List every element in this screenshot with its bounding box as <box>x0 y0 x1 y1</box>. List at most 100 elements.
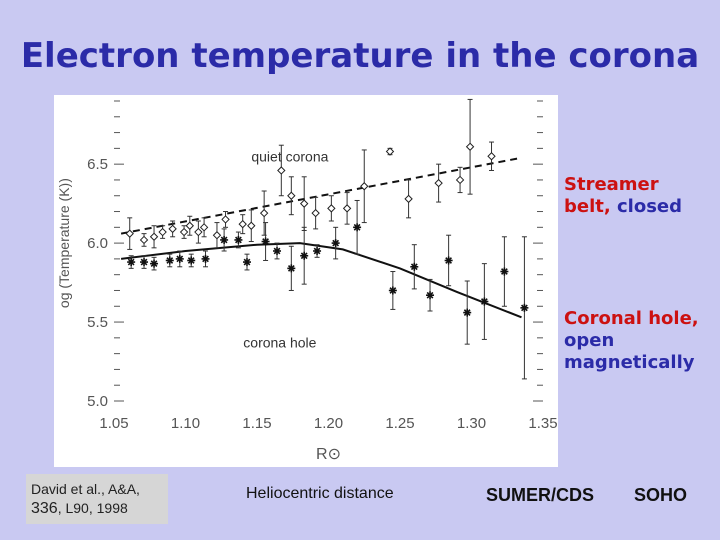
corona-hole-point <box>140 255 149 269</box>
y-tick-label: 6.0 <box>87 235 108 252</box>
asterisk-stroke <box>410 263 418 271</box>
asterisk-stroke <box>332 239 340 247</box>
asterisk-stroke <box>480 298 488 305</box>
asterisk-stroke <box>150 260 158 268</box>
diamond-marker <box>185 221 194 230</box>
quiet-corona-point <box>199 217 209 238</box>
diamond-marker <box>465 142 475 151</box>
diamond-marker <box>434 178 443 188</box>
corona-hole-point <box>463 280 472 345</box>
diamond-marker <box>327 204 336 213</box>
diamond-marker <box>212 231 222 240</box>
diamond-marker <box>277 166 286 175</box>
citation-ref: 336, L90, 1998 <box>31 499 163 518</box>
belt-word: belt, <box>564 196 611 217</box>
coronal-hole-annotation: Coronal hole, open magnetically <box>564 308 714 374</box>
instrument-label: SUMER/CDS <box>486 485 595 505</box>
quiet-corona-point <box>139 233 149 247</box>
citation-pages: , L90, 1998 <box>57 500 128 516</box>
quiet-corona-label: quiet corona <box>251 148 328 164</box>
quiet-corona-point <box>238 214 247 235</box>
diamond-marker <box>455 175 465 185</box>
corona-hole-point <box>313 244 322 258</box>
corona-hole-point <box>331 226 340 260</box>
corona-hole-point <box>261 222 270 261</box>
y-tick-label: 5.0 <box>87 393 108 410</box>
quiet-corona-point <box>185 215 194 236</box>
heliocentric-distance-label: Heliocentric distance <box>246 485 394 502</box>
x-tick-label: 1.25 <box>385 415 414 432</box>
corona-hole-point <box>187 253 196 268</box>
diamond-marker <box>221 215 230 224</box>
slide-title: Electron temperature in the corona <box>20 36 700 76</box>
corona-hole-point <box>426 278 435 312</box>
x-tick-label: 1.05 <box>99 415 128 432</box>
streamer-annotation: Streamer belt, closed <box>564 174 714 218</box>
asterisk-stroke <box>353 223 361 231</box>
asterisk-stroke <box>262 238 269 245</box>
quiet-corona-point <box>404 179 413 219</box>
diamond-marker <box>238 219 247 229</box>
asterisk-stroke <box>463 309 471 316</box>
quiet-corona-point <box>465 98 475 195</box>
asterisk-stroke <box>166 257 174 264</box>
diamond-marker <box>299 199 309 208</box>
x-axis-label: R⊙ <box>316 446 341 463</box>
asterisk-stroke <box>202 255 209 263</box>
diamond-marker <box>385 147 395 156</box>
fit-lines <box>120 156 522 319</box>
x-tick-label: 1.20 <box>314 415 343 432</box>
magnetically-line: magnetically <box>564 352 695 373</box>
x-tick-label: 1.15 <box>242 415 271 432</box>
quiet-corona-point <box>327 195 336 222</box>
quiet-corona-point <box>342 192 352 225</box>
quiet-corona-point <box>179 225 189 239</box>
asterisk-stroke <box>243 258 251 266</box>
corona-hole-point <box>220 228 229 252</box>
corona-hole-point <box>444 234 453 287</box>
diamond-marker <box>149 232 159 241</box>
asterisk-stroke <box>426 291 434 299</box>
corona-hole-point <box>201 250 210 268</box>
quiet-corona-point <box>212 222 222 249</box>
citation-box: David et al., A&A, 336, L90, 1998 <box>26 474 168 524</box>
asterisk-stroke <box>220 236 228 244</box>
asterisk-stroke <box>313 247 321 255</box>
corona-hole-point <box>480 263 489 340</box>
streamer-word: Streamer <box>564 174 659 195</box>
quiet-corona-point <box>168 220 177 238</box>
asterisk-stroke <box>273 247 281 255</box>
diamond-marker <box>311 208 320 218</box>
diamond-marker <box>125 229 134 238</box>
diamond-marker <box>194 227 203 237</box>
corona-hole-point <box>500 236 509 307</box>
corona-hole-point <box>242 253 251 271</box>
diamond-marker <box>158 227 167 237</box>
quiet-corona-point <box>311 196 320 230</box>
mission-label: SOHO <box>634 485 688 505</box>
asterisk-stroke <box>287 264 295 272</box>
x-tick-label: 1.35 <box>528 415 557 432</box>
corona-hole-point <box>520 236 529 380</box>
temperature-chart: 5.0 5.5 6.0 6.5 1.05 1.10 1.15 1.20 1.25 1.30 1.35… <box>56 98 558 463</box>
corona-hole-label: corona hole <box>243 335 316 351</box>
diamond-marker <box>139 235 149 245</box>
asterisk-stroke <box>127 258 135 266</box>
data-marks <box>125 98 529 380</box>
y-tick-label: 5.5 <box>87 314 108 331</box>
citation-volume: 336 <box>31 500 58 517</box>
corona-hole-point <box>234 231 243 249</box>
diamond-marker <box>404 194 413 204</box>
asterisk-stroke <box>389 287 397 294</box>
y-tick-label: 6.5 <box>87 156 108 173</box>
corona-hole-point <box>165 253 174 268</box>
open-line: open <box>564 330 615 351</box>
quiet-corona-point <box>277 144 286 197</box>
quiet-corona-point <box>487 141 496 171</box>
corona-hole-point <box>353 199 362 255</box>
diamond-marker <box>259 208 269 218</box>
corona-hole-point <box>150 256 159 271</box>
quiet-corona-fit-line <box>120 156 522 235</box>
quiet-corona-point <box>259 190 269 236</box>
closed-word: closed <box>617 196 683 217</box>
